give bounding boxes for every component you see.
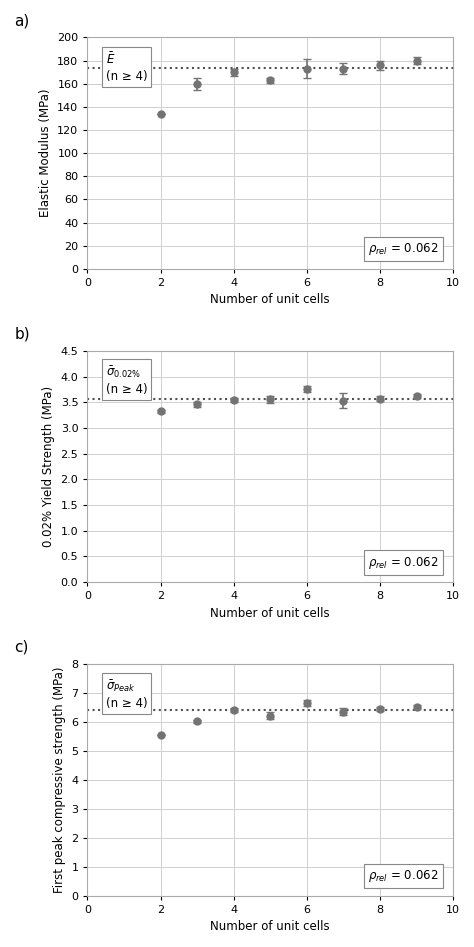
Y-axis label: 0.02% Yield Strength (MPa): 0.02% Yield Strength (MPa) <box>42 386 55 547</box>
X-axis label: Number of unit cells: Number of unit cells <box>210 920 330 933</box>
X-axis label: Number of unit cells: Number of unit cells <box>210 294 330 307</box>
Text: $\rho_{rel}$ = 0.062: $\rho_{rel}$ = 0.062 <box>368 555 438 571</box>
Text: $\rho_{rel}$ = 0.062: $\rho_{rel}$ = 0.062 <box>368 868 438 884</box>
Text: $\rho_{rel}$ = 0.062: $\rho_{rel}$ = 0.062 <box>368 241 438 258</box>
Text: $\bar{\sigma}_{0.02\%}$
(n ≥ 4): $\bar{\sigma}_{0.02\%}$ (n ≥ 4) <box>106 365 147 396</box>
Y-axis label: First peak compressive strength (MPa): First peak compressive strength (MPa) <box>53 667 66 893</box>
Text: $\bar{\sigma}_{Peak}$
(n ≥ 4): $\bar{\sigma}_{Peak}$ (n ≥ 4) <box>106 678 147 709</box>
Text: b): b) <box>14 327 30 342</box>
Text: a): a) <box>14 13 29 28</box>
Y-axis label: Elastic Modulus (MPa): Elastic Modulus (MPa) <box>39 89 52 218</box>
Text: $\bar{E}$
(n ≥ 4): $\bar{E}$ (n ≥ 4) <box>106 51 147 82</box>
X-axis label: Number of unit cells: Number of unit cells <box>210 607 330 619</box>
Text: c): c) <box>14 640 28 655</box>
